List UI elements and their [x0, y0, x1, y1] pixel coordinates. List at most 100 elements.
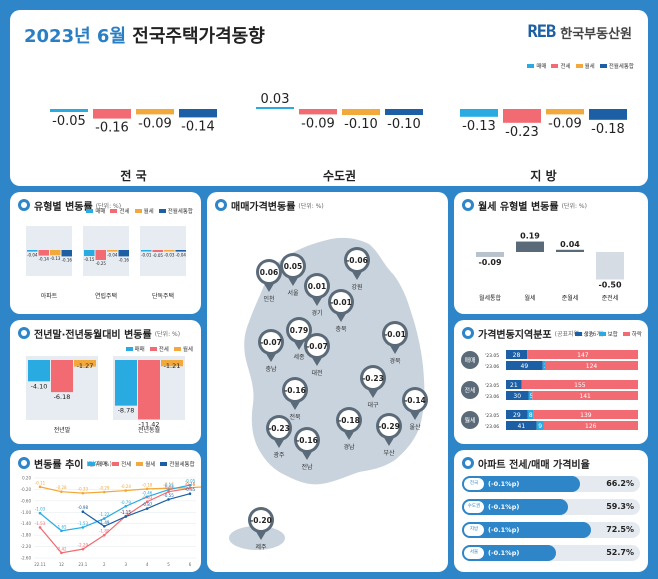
legend-swatch — [88, 462, 95, 466]
yoy-bar — [115, 360, 137, 406]
map-pin-face — [385, 324, 405, 344]
trend-point-label: -0.16 — [163, 482, 174, 487]
map-region-value: 0.06 — [260, 268, 279, 277]
trend-point — [145, 495, 149, 499]
main-bar — [256, 107, 294, 109]
type-group-label: 단독주택 — [152, 292, 174, 300]
dist-segment-down — [533, 410, 638, 419]
trend-point — [188, 492, 192, 496]
dist-segment-flat — [528, 391, 533, 400]
main-bar-value: -0.10 — [387, 117, 421, 132]
type-bar-chart: -0.04-0.14 -0.13 -0.16아파트-0.15-0.25-0.04-0… — [26, 226, 186, 300]
map-region-marker: -0.01 경북 — [382, 321, 408, 365]
jeju-island-shape — [229, 526, 285, 550]
map-region-name: 충남 — [265, 365, 277, 373]
yoy-bar-value: -1.21 — [164, 362, 181, 370]
map-region-marker: -0.06 강원 — [344, 247, 370, 291]
map-region-name: 부산 — [383, 449, 395, 457]
dist-segment-flat — [527, 350, 528, 359]
ratio-value: 59.3% — [606, 502, 634, 511]
bullet-icon — [215, 199, 227, 211]
dist-segment-down — [532, 391, 638, 400]
trend-line-chart: 0.20-0.20-0.60-1.00-1.40-1.80-2.20-2.602… — [21, 476, 201, 567]
ratio-list: 전국 (-0.1%p) 66.2% 수도권 (-0.1%p) 59.3% 지방 (-0.1%p… — [462, 476, 640, 568]
ratio-fill-bar — [462, 476, 580, 492]
dist-group-label: 월세 — [464, 417, 475, 425]
trend-point — [102, 490, 106, 494]
legend-swatch — [527, 64, 535, 68]
trend-point-label: -0.33 — [78, 487, 89, 492]
trend-x-tick: 4 — [146, 562, 149, 567]
trend-y-tick: -2.20 — [21, 544, 32, 549]
trend-point-label: -0.24 — [121, 484, 132, 489]
yoy-bar-value: -11.42 — [139, 420, 160, 428]
main-bar-value: -0.18 — [591, 122, 625, 137]
main-bar-value: -0.09 — [548, 116, 582, 131]
rent-bar-value: -0.09 — [478, 258, 501, 267]
yoy-bar-value: -1.27 — [77, 362, 94, 370]
dist-segment-value: 8 — [529, 412, 533, 419]
legend-swatch — [112, 462, 120, 466]
dist-period: '23.06 — [485, 364, 499, 370]
legend-item: 보합 — [598, 330, 618, 338]
legend-swatch — [173, 347, 181, 351]
map-pin-face — [259, 262, 279, 282]
map-region-value: -0.16 — [284, 386, 306, 395]
main-bar-value: -0.23 — [505, 125, 539, 140]
trend-point — [124, 515, 128, 518]
map-pin-face — [331, 292, 351, 312]
map-pin-face — [297, 430, 317, 450]
legend-label: 전월세통합 — [608, 64, 634, 70]
trend-point — [38, 526, 42, 529]
legend-swatch — [598, 332, 606, 336]
dist-segment-value: 126 — [585, 423, 597, 430]
dist-segment-value: 41 — [518, 423, 526, 430]
type-bar — [84, 250, 95, 256]
yoy-bar — [161, 360, 183, 367]
map-region-name: 경남 — [343, 443, 355, 451]
map-region-value: -0.07 — [306, 342, 328, 351]
trend-point — [81, 526, 85, 529]
dist-segment-value: 141 — [579, 393, 591, 400]
trend-point — [124, 489, 128, 492]
rent-bar-value: -0.50 — [598, 281, 621, 290]
map-region-marker: -0.01 충북 — [328, 289, 354, 333]
trend-point — [102, 524, 106, 528]
trend-legend: 매매 전세 월세 전월세통합 — [88, 460, 195, 468]
dist-segment-up — [506, 350, 527, 359]
rent-bar-value: 0.04 — [560, 240, 580, 249]
legend-item: 전월세통합 — [599, 62, 634, 70]
type-bar-value: -0.01 — [141, 253, 152, 258]
type-change-panel: 유형별 변동률 (단위: %) 매매 전세 월세 전월세통합 -0.04 -0.14 -0.… — [10, 192, 201, 314]
rent-item-label: 월세 — [524, 294, 535, 302]
legend-label: 상승 — [583, 332, 594, 338]
trend-point — [124, 504, 128, 508]
type-legend: 매매 전세 월세 전월세통합 — [86, 207, 193, 215]
dist-group-label: 매매 — [464, 357, 475, 365]
main-group-label: 지 방 — [530, 168, 556, 183]
main-bar — [503, 109, 541, 123]
dist-period: '23.05 — [485, 413, 499, 419]
type-bar — [118, 250, 129, 257]
ratio-region-name: 전국 — [464, 478, 484, 490]
legend-label: 전세 — [121, 462, 132, 468]
map-panel: 매매가격변동률 (단위: %) 0.06 인천 0.05 서울 0.01 경기 -0.06 강원… — [207, 192, 448, 572]
yoy-bar-value: -6.18 — [54, 393, 71, 401]
type-bar-value: -0.15 — [84, 257, 95, 262]
map-pin-face — [261, 332, 281, 352]
legend-item: 매매 — [86, 207, 105, 215]
dist-segment-down — [543, 421, 638, 430]
map-region-value: -0.18 — [338, 416, 360, 425]
main-bar — [342, 109, 380, 115]
dist-period: '23.06 — [485, 394, 499, 400]
legend-item: 전세 — [110, 207, 130, 215]
dist-segment-flat — [536, 421, 544, 430]
map-pin-face — [347, 250, 367, 270]
legend-item: 매매 — [125, 345, 145, 353]
dist-segment-up — [506, 391, 529, 400]
trend-x-tick: 2 — [103, 562, 106, 567]
trend-x-tick: 5 — [167, 562, 170, 567]
main-group-label: 전 국 — [120, 168, 146, 183]
legend-label: 전월세통합 — [169, 462, 195, 468]
ratio-change: (-0.1%p) — [488, 526, 520, 534]
